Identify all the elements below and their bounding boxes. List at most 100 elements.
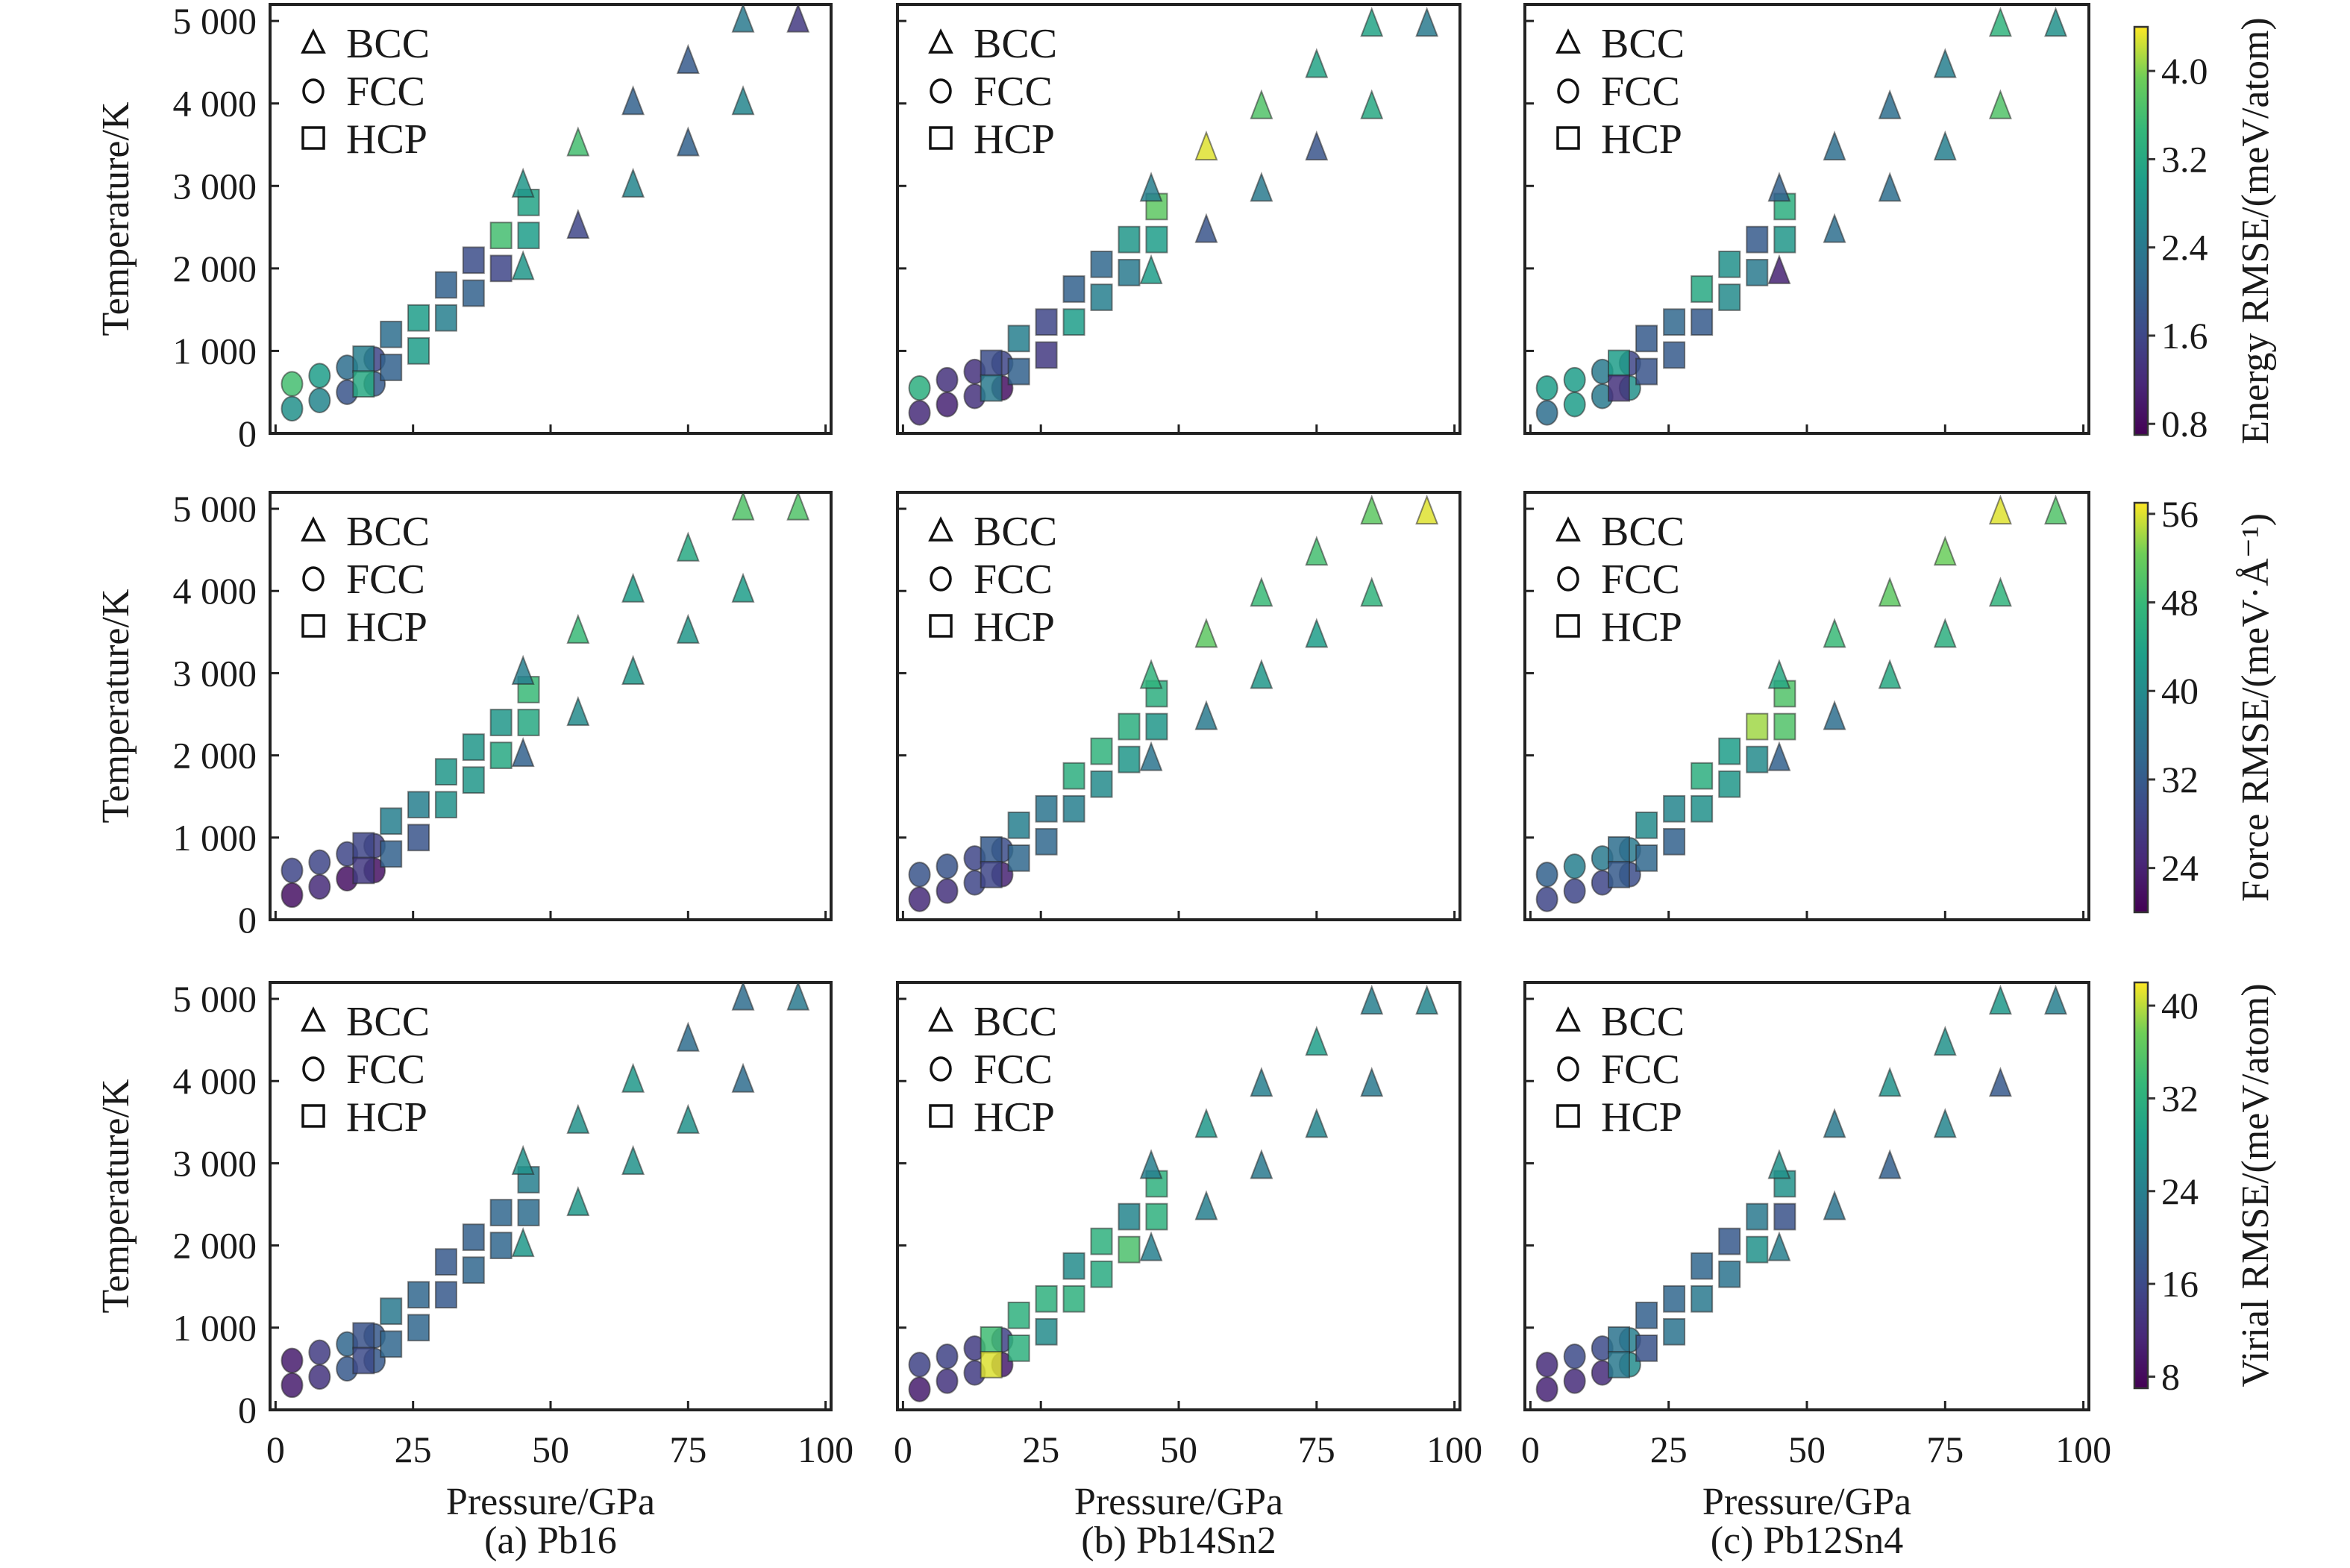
legend-label: HCP bbox=[346, 116, 427, 163]
colorbar-tick-label: 1.6 bbox=[2161, 315, 2208, 357]
point-bcc bbox=[1823, 1108, 1846, 1138]
point-hcp bbox=[980, 861, 1003, 888]
point-bcc bbox=[566, 613, 590, 644]
point-bcc bbox=[731, 85, 755, 116]
point-hcp bbox=[407, 1281, 430, 1309]
x-axis-label: Pressure/GPa bbox=[1074, 1481, 1283, 1523]
point-bcc bbox=[731, 1062, 755, 1093]
x-tick-label: 75 bbox=[669, 1429, 706, 1470]
y-axis-label: Temperature/K bbox=[95, 101, 137, 336]
point-bcc bbox=[1933, 130, 1957, 161]
point-hcp bbox=[1635, 1334, 1658, 1362]
point-hcp bbox=[1035, 827, 1058, 856]
point-hcp bbox=[1090, 770, 1113, 798]
point-fcc bbox=[281, 395, 304, 422]
colorbar-gradient bbox=[2133, 25, 2149, 436]
point-bcc bbox=[1767, 659, 1791, 689]
legend-circle-icon bbox=[1557, 566, 1579, 592]
point-hcp bbox=[380, 1297, 403, 1326]
point-bcc bbox=[1988, 984, 2012, 1015]
point-hcp bbox=[407, 791, 430, 819]
point-fcc bbox=[281, 857, 304, 884]
point-hcp bbox=[1118, 1235, 1141, 1264]
point-fcc bbox=[908, 1352, 931, 1378]
point-fcc bbox=[1535, 400, 1558, 426]
point-hcp bbox=[380, 320, 403, 348]
point-bcc bbox=[621, 1144, 645, 1175]
point-bcc bbox=[566, 1103, 590, 1134]
point-hcp bbox=[1007, 811, 1030, 839]
point-bcc bbox=[1878, 172, 1902, 202]
point-hcp bbox=[1608, 1351, 1630, 1379]
colorbar-tick-label: 32 bbox=[2161, 759, 2199, 800]
point-hcp bbox=[1608, 835, 1630, 864]
point-fcc bbox=[1535, 1352, 1558, 1378]
legend-label: BCC bbox=[346, 999, 430, 1045]
legend-label: BCC bbox=[974, 999, 1057, 1045]
y-tick-label: 5 000 bbox=[173, 488, 257, 530]
point-hcp bbox=[1145, 225, 1168, 254]
legend-circle-icon bbox=[930, 1056, 952, 1082]
point-hcp bbox=[1062, 308, 1085, 336]
legend-square-icon bbox=[1556, 126, 1580, 150]
colorbar-tick-label: 0.8 bbox=[2161, 403, 2208, 445]
point-hcp bbox=[1090, 250, 1113, 278]
point-bcc bbox=[1139, 172, 1163, 202]
panel-energy-a: 0 1 000 2 000 3 000 4 000 5 000 Temperature/K B… bbox=[95, 0, 833, 454]
colorbar-tick-label: 3.2 bbox=[2161, 138, 2208, 180]
x-tick-label: 0 bbox=[1521, 1429, 1540, 1470]
point-hcp bbox=[1635, 357, 1658, 386]
point-hcp bbox=[352, 345, 375, 373]
legend-label: BCC bbox=[346, 509, 430, 555]
point-hcp bbox=[1608, 374, 1630, 402]
point-hcp bbox=[1635, 324, 1658, 353]
point-hcp bbox=[517, 709, 540, 736]
colorbar-tick-label: 56 bbox=[2161, 493, 2199, 535]
point-bcc bbox=[1988, 7, 2012, 37]
point-hcp bbox=[1007, 357, 1030, 386]
point-hcp bbox=[462, 733, 485, 761]
point-hcp bbox=[380, 354, 403, 381]
point-hcp bbox=[980, 1351, 1003, 1379]
point-bcc bbox=[786, 2, 810, 33]
legend-label: FCC bbox=[346, 69, 425, 115]
point-bcc bbox=[1878, 577, 1902, 607]
point-fcc bbox=[1563, 392, 1586, 418]
point-bcc bbox=[621, 85, 645, 116]
point-bcc bbox=[1250, 172, 1273, 202]
x-tick-label: 25 bbox=[395, 1429, 432, 1470]
y-tick-label: 0 bbox=[238, 1389, 257, 1431]
colorbar-virial: 8 16 24 32 40 Virial RMSE/(meV/atom) bbox=[2133, 981, 2277, 1397]
point-hcp bbox=[1635, 1301, 1658, 1329]
point-fcc bbox=[308, 849, 331, 876]
point-fcc bbox=[908, 374, 931, 401]
caption-c: (c) Pb12Sn4 bbox=[1711, 1520, 1904, 1562]
point-hcp bbox=[1145, 1202, 1168, 1231]
point-hcp bbox=[1062, 762, 1085, 790]
point-hcp bbox=[1007, 324, 1030, 353]
point-hcp bbox=[1691, 275, 1714, 303]
point-fcc bbox=[308, 1339, 331, 1366]
point-bcc bbox=[676, 531, 700, 562]
point-bcc bbox=[621, 1062, 645, 1093]
legend-square-icon bbox=[301, 1104, 325, 1128]
caption-b: (b) Pb14Sn2 bbox=[1081, 1520, 1276, 1562]
point-bcc bbox=[1933, 48, 1957, 78]
point-hcp bbox=[1608, 861, 1630, 888]
legend-square-icon bbox=[929, 1104, 953, 1128]
point-hcp bbox=[462, 246, 485, 275]
point-hcp bbox=[1118, 225, 1141, 254]
point-bcc bbox=[1250, 1067, 1273, 1097]
point-bcc bbox=[2044, 494, 2067, 525]
point-bcc bbox=[1360, 577, 1384, 607]
y-tick-label: 0 bbox=[238, 899, 257, 941]
x-tick-label: 75 bbox=[1926, 1429, 1964, 1470]
y-tick-label: 5 000 bbox=[173, 978, 257, 1020]
point-hcp bbox=[1007, 844, 1030, 872]
point-hcp bbox=[1145, 712, 1168, 741]
legend-label: HCP bbox=[974, 1094, 1055, 1141]
point-bcc bbox=[1988, 494, 2012, 525]
legend-circle-icon bbox=[930, 78, 952, 104]
